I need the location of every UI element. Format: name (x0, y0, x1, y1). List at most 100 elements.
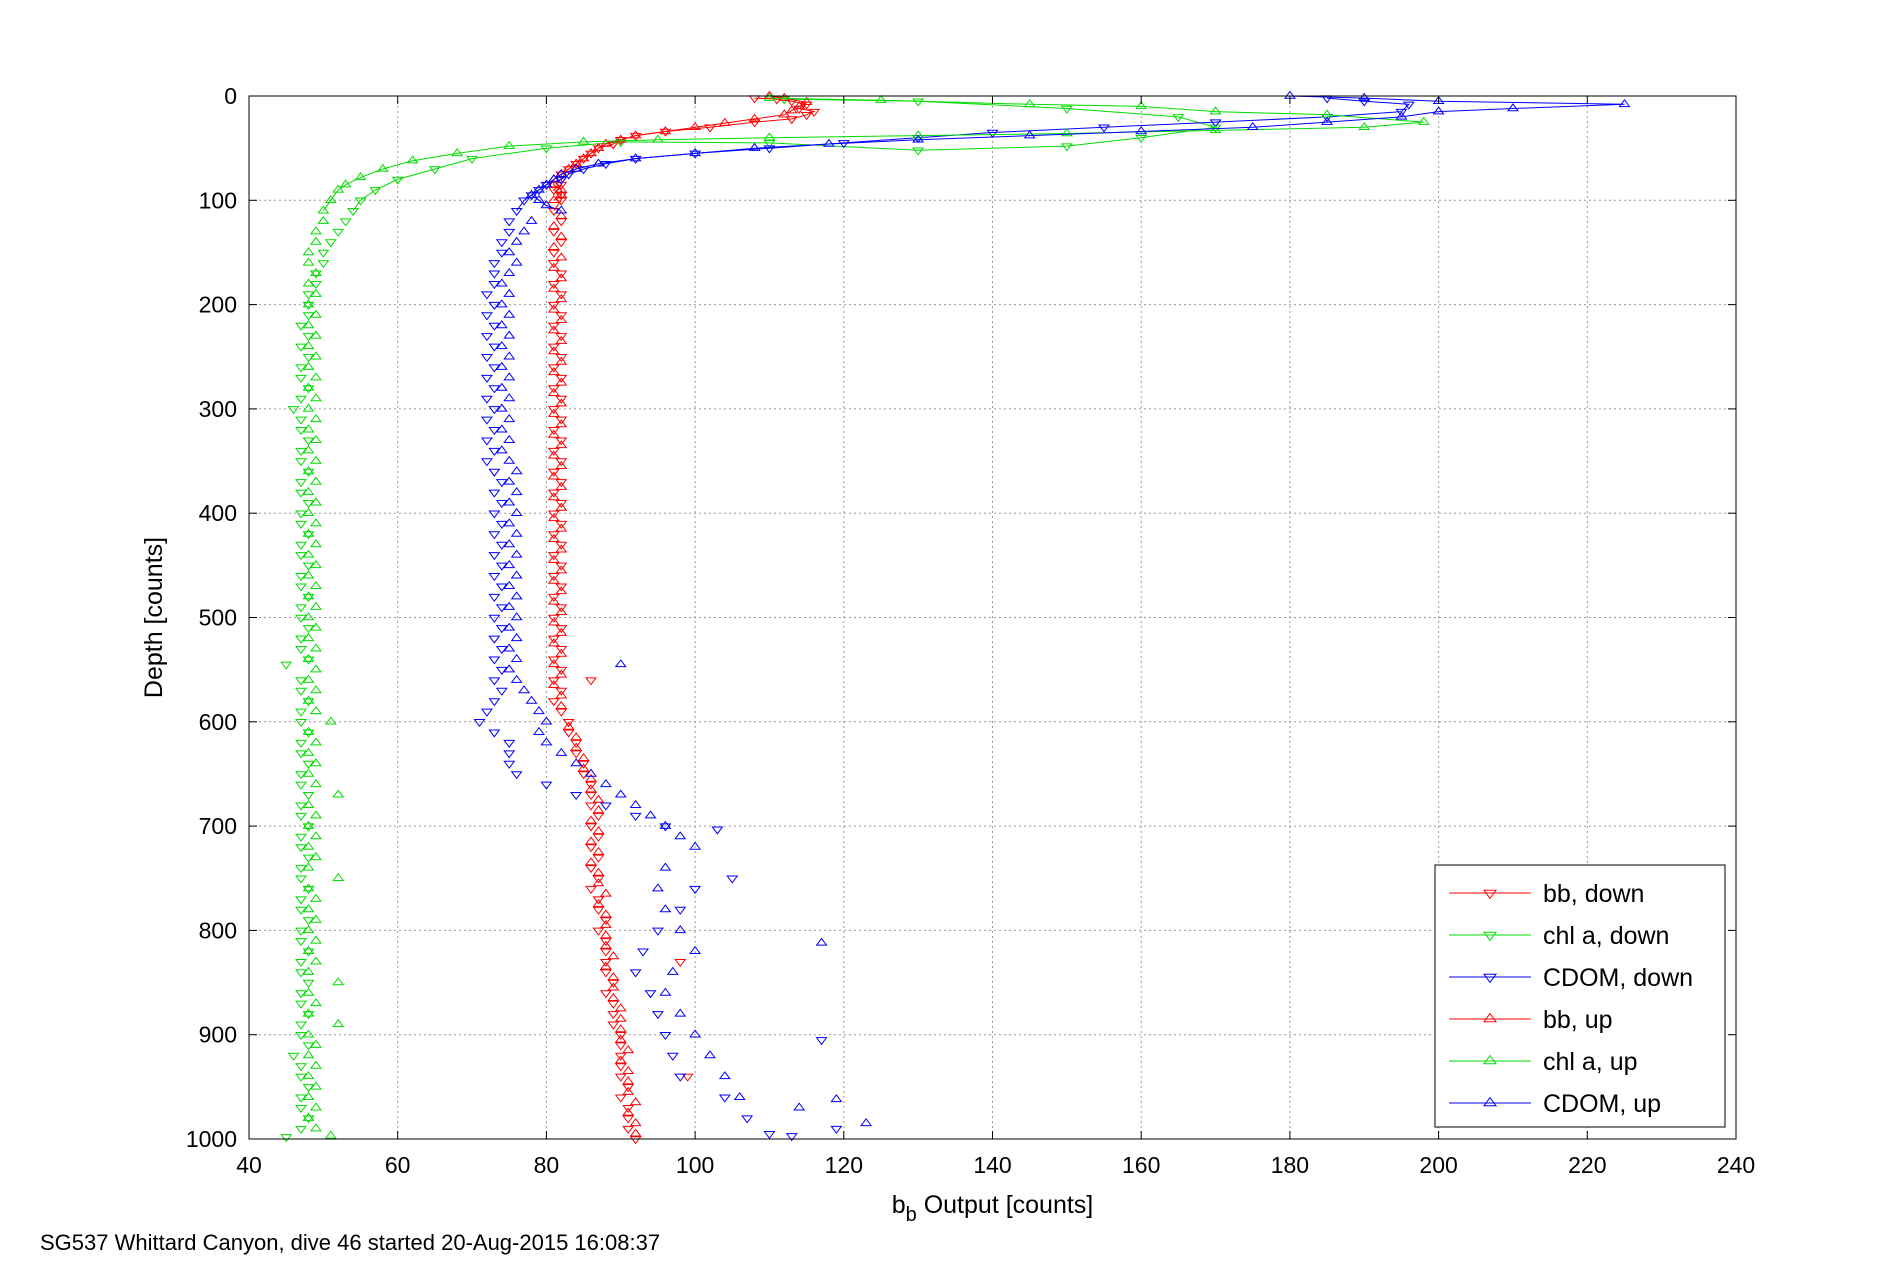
data-point (302, 698, 315, 707)
data-point (480, 708, 493, 717)
data-point (309, 226, 322, 235)
data-point (577, 155, 590, 164)
data-point (659, 987, 672, 996)
data-point (495, 500, 508, 509)
data-point (295, 677, 308, 686)
data-point (302, 354, 315, 363)
data-point (547, 554, 560, 563)
data-point (555, 604, 568, 613)
data-point (503, 560, 516, 569)
data-point (555, 544, 568, 553)
data-point (488, 656, 501, 665)
data-point (309, 1060, 322, 1069)
data-point (503, 267, 516, 277)
data-point (585, 148, 598, 157)
data-point (703, 1050, 716, 1059)
data-point (309, 309, 322, 318)
data-point (592, 867, 605, 876)
legend-entry: CDOM, up (1449, 1090, 1661, 1118)
data-point (599, 919, 612, 928)
data-point (451, 148, 464, 157)
legend-entry: chl a, up (1449, 1048, 1638, 1076)
data-point (555, 502, 568, 511)
data-point (302, 653, 315, 662)
data-point (555, 184, 568, 193)
data-point (339, 218, 352, 227)
data-point (488, 322, 501, 331)
data-point (622, 1084, 635, 1093)
data-point (309, 497, 322, 506)
data-point (503, 247, 516, 256)
data-point (577, 752, 590, 762)
data-point (629, 969, 642, 978)
data-point (295, 1031, 308, 1041)
data-point (555, 231, 568, 240)
data-point (711, 826, 724, 835)
data-point (295, 896, 308, 905)
data-point (302, 247, 315, 256)
data-point (555, 176, 568, 185)
data-point (503, 622, 516, 631)
data-point (547, 656, 560, 665)
data-point (302, 792, 315, 801)
data-point (295, 614, 308, 623)
x-tick-label: 140 (973, 1152, 1011, 1178)
x-axis-label-subscript: b (906, 1204, 917, 1226)
data-point (324, 1130, 337, 1139)
data-point (614, 789, 627, 798)
data-point (473, 719, 486, 728)
data-point (1358, 92, 1371, 101)
data-point (309, 393, 322, 402)
data-point (547, 573, 560, 582)
data-point (302, 1029, 315, 1038)
data-point (309, 267, 322, 277)
y-tick-label: 200 (199, 292, 237, 318)
data-point (302, 966, 315, 975)
data-point (733, 1091, 746, 1101)
figure-caption: SG537 Whittard Canyon, dive 46 started 2… (40, 1230, 660, 1255)
data-point (287, 1052, 300, 1061)
data-point (607, 971, 620, 981)
data-point (1135, 101, 1148, 110)
data-point (1321, 116, 1334, 125)
data-point (585, 844, 598, 853)
data-point (302, 424, 315, 433)
data-point (547, 596, 560, 605)
data-point (309, 622, 322, 631)
data-point (295, 687, 308, 696)
data-point (718, 1094, 731, 1103)
data-point (629, 1097, 642, 1106)
data-point (295, 635, 308, 644)
data-point (555, 648, 568, 657)
data-point (309, 1081, 322, 1090)
data-point (614, 1052, 627, 1061)
legend-box (1434, 864, 1726, 1128)
data-point (295, 374, 308, 383)
data-point (793, 1102, 806, 1111)
data-point (510, 466, 523, 475)
data-point (540, 179, 553, 188)
data-point (488, 614, 501, 623)
data-point (659, 904, 672, 913)
data-point (555, 416, 568, 425)
data-point (495, 687, 508, 696)
data-point (599, 990, 612, 999)
data-point (659, 862, 672, 871)
data-point (295, 1125, 308, 1134)
data-point (510, 653, 523, 662)
data-point (644, 810, 657, 819)
data-point (510, 633, 523, 642)
data-point (503, 518, 516, 527)
data-point (547, 364, 560, 373)
data-point (309, 706, 322, 715)
data-point (614, 1034, 627, 1043)
data-point (547, 187, 560, 196)
data-point (324, 194, 337, 204)
y-tick-label: 100 (199, 187, 237, 213)
series-bb-up (547, 90, 813, 1137)
data-point (503, 497, 516, 506)
data-point (592, 875, 605, 884)
data-point (302, 945, 315, 955)
data-point (302, 382, 315, 391)
data-point (592, 896, 605, 905)
